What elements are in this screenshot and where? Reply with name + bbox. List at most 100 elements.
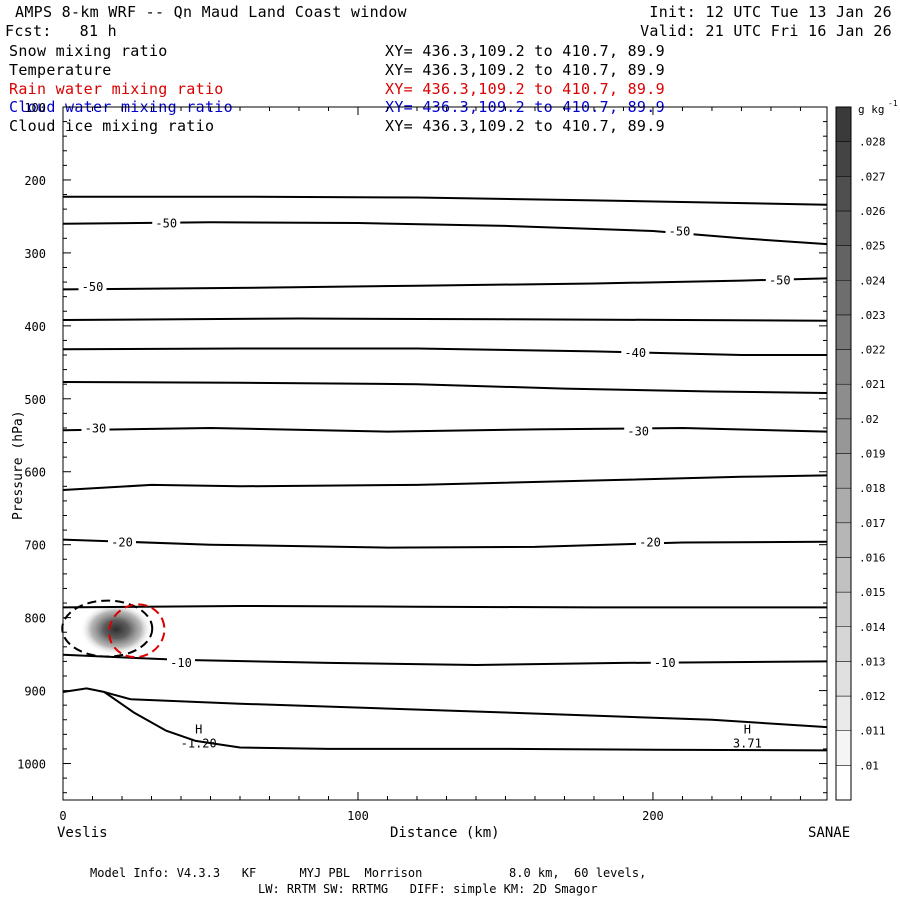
colorbar-swatch <box>835 141 852 177</box>
colorbar-level-label: .014 <box>859 621 886 634</box>
y-axis-label: Pressure (hPa) <box>11 410 26 520</box>
temperature-contour <box>62 426 828 433</box>
colorbar-swatch <box>835 591 852 627</box>
contour-label-bg <box>152 215 181 231</box>
colorbar-swatch <box>835 487 852 524</box>
contour-label-bg <box>665 223 694 239</box>
colorbar-swatch <box>835 626 852 662</box>
temperature-contour <box>62 347 827 356</box>
high-pressure-marker: H <box>195 723 202 737</box>
contour-label-bg <box>621 344 650 360</box>
colorbar-level-label: .017 <box>859 517 886 530</box>
x-tick-label: 100 <box>347 809 369 823</box>
y-tick-label: 400 <box>24 320 46 334</box>
colorbar-level-label: .016 <box>859 551 886 564</box>
x-tick-label: 200 <box>642 809 664 823</box>
contour-label-bg <box>650 654 679 670</box>
y-tick-label: 700 <box>24 539 46 553</box>
temperature-contour <box>62 277 828 291</box>
snow-mixing-ratio-shading <box>80 603 153 656</box>
contour-label-bg <box>624 423 653 439</box>
field-xy-rain: XY= 436.3,109.2 to 410.7, 89.9 <box>385 80 665 98</box>
field-name-cloud-ice: Cloud ice mixing ratio <box>9 117 215 135</box>
contour-label-bg <box>78 279 107 295</box>
colorbar-swatch <box>835 418 852 454</box>
temperature-contour <box>62 381 828 394</box>
temperature-contour-label: -20 <box>111 535 133 549</box>
field-xy-temperature: XY= 436.3,109.2 to 410.7, 89.9 <box>385 61 665 79</box>
colorbar-swatch <box>835 245 852 281</box>
temperature-contour-label: -50 <box>669 225 691 239</box>
y-tick-label: 800 <box>24 612 46 626</box>
y-tick-label: 600 <box>24 466 46 480</box>
temperature-contour-label: -40 <box>624 346 646 360</box>
contour-label-bg <box>166 654 195 670</box>
temperature-contour-label: -50 <box>769 274 791 288</box>
temperature-contour-label: -20 <box>639 535 661 549</box>
colorbar-swatch <box>835 106 852 142</box>
temperature-contour-label: -30 <box>627 425 649 439</box>
contour-label-bg <box>765 272 794 288</box>
colorbar-swatch <box>835 661 852 697</box>
endpoint-right: SANAE <box>808 825 851 841</box>
model-info-line2: LW: RRTM SW: RRTMG DIFF: simple KM: 2D S… <box>258 882 598 896</box>
temperature-contour-label: -10 <box>654 656 676 670</box>
colorbar-level-label: .021 <box>859 378 886 391</box>
terrain-profile <box>62 687 828 752</box>
contour-label-bg <box>81 420 110 436</box>
y-tick-label: 500 <box>24 393 46 407</box>
init-time: Init: 12 UTC Tue 13 Jan 26 <box>649 3 892 21</box>
temperature-contour-label: -10 <box>170 656 192 670</box>
forecast-hour: Fcst: 81 h <box>5 22 117 40</box>
colorbar-unit-base: g kg <box>858 103 885 116</box>
colorbar-level-label: .01 <box>859 759 879 772</box>
temperature-contour-label: -30 <box>85 422 107 436</box>
colorbar-level-label: .024 <box>859 274 886 287</box>
surface-pressure-value: 3.71 <box>733 736 762 750</box>
temperature-contour-label: -50 <box>82 280 104 294</box>
y-tick-label: 300 <box>24 247 46 261</box>
temperature-contour <box>62 604 827 609</box>
plot-frame <box>62 106 828 801</box>
colorbar-level-label: .02 <box>859 413 879 426</box>
colorbar-level-label: .013 <box>859 655 886 668</box>
colorbar-swatch <box>835 765 852 801</box>
colorbar-level-label: .028 <box>859 136 886 149</box>
colorbar-level-label: .022 <box>859 344 886 357</box>
field-xy-snow: XY= 436.3,109.2 to 410.7, 89.9 <box>385 42 665 60</box>
colorbar-swatch <box>835 314 852 350</box>
colorbar-level-label: .011 <box>859 725 886 738</box>
colorbar-level-label: .025 <box>859 240 886 253</box>
colorbar-frame <box>835 106 852 801</box>
colorbar-swatch <box>835 557 852 593</box>
field-name-snow: Snow mixing ratio <box>9 42 168 60</box>
rain-dashed-contour <box>108 603 166 659</box>
y-tick-label: 200 <box>24 174 46 188</box>
valid-time: Valid: 21 UTC Fri 16 Jan 26 <box>640 22 892 40</box>
colorbar-level-label: .018 <box>859 482 886 495</box>
colorbar-level-label: .023 <box>859 309 886 322</box>
colorbar-swatch <box>835 453 852 489</box>
contour-label-bg <box>107 534 136 550</box>
temperature-contour-label: -50 <box>155 217 177 231</box>
colorbar-swatch <box>835 730 852 766</box>
colorbar-level-label: .019 <box>859 448 886 461</box>
y-tick-label: 100 <box>24 101 46 115</box>
temperature-contour <box>63 195 828 206</box>
temperature-contour <box>62 317 828 322</box>
x-axis-label: Distance (km) <box>390 825 500 841</box>
contour-label-bg <box>636 534 665 550</box>
temperature-contour <box>62 221 828 246</box>
colorbar-unit-exp: -1 <box>888 99 898 108</box>
colorbar-swatch <box>835 383 852 420</box>
ice-shelf-edge <box>104 691 828 729</box>
field-name-temperature: Temperature <box>9 61 112 79</box>
map-title: AMPS 8-km WRF -- Qn Maud Land Coast wind… <box>15 3 407 21</box>
temperature-contour <box>62 474 828 491</box>
model-info-line1: Model Info: V4.3.3 KF MYJ PBL Morrison 8… <box>90 866 647 880</box>
temperature-contour <box>62 538 828 549</box>
colorbar-swatch <box>835 176 852 212</box>
colorbar-swatch <box>835 522 852 558</box>
endpoint-left: Veslis <box>57 825 108 841</box>
